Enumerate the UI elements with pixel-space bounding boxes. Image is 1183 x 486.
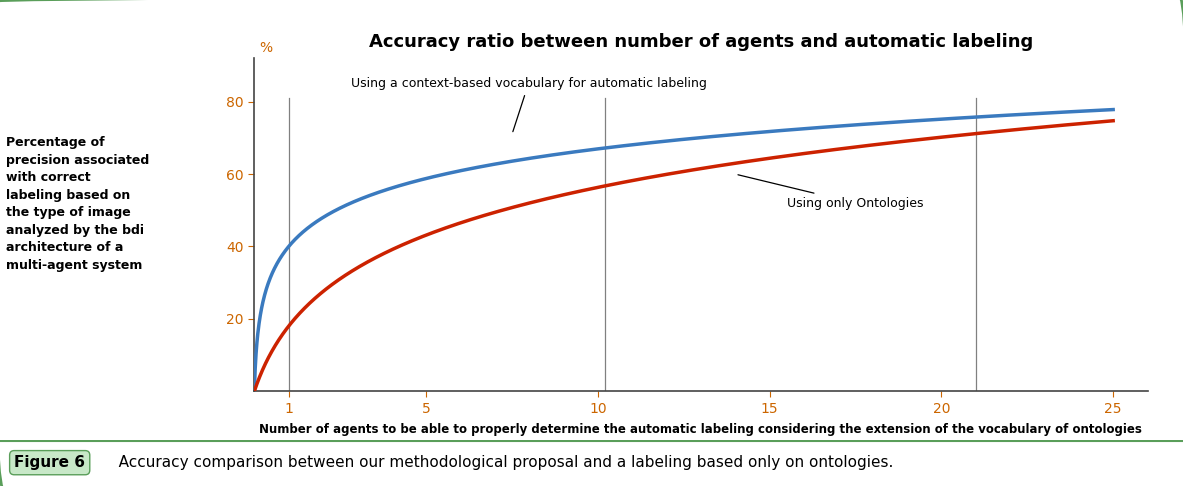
X-axis label: Number of agents to be able to properly determine the automatic labeling conside: Number of agents to be able to properly … (259, 423, 1143, 435)
Text: Using a context-based vocabulary for automatic labeling: Using a context-based vocabulary for aut… (350, 77, 706, 132)
Text: Using only Ontologies: Using only Ontologies (738, 175, 923, 209)
Text: Figure 6: Figure 6 (14, 455, 85, 470)
Text: Percentage of
precision associated
with correct
labeling based on
the type of im: Percentage of precision associated with … (6, 136, 149, 272)
Title: Accuracy ratio between number of agents and automatic labeling: Accuracy ratio between number of agents … (369, 33, 1033, 51)
Text: %: % (259, 41, 272, 55)
Text: Accuracy comparison between our methodological proposal and a labeling based onl: Accuracy comparison between our methodol… (104, 455, 893, 470)
